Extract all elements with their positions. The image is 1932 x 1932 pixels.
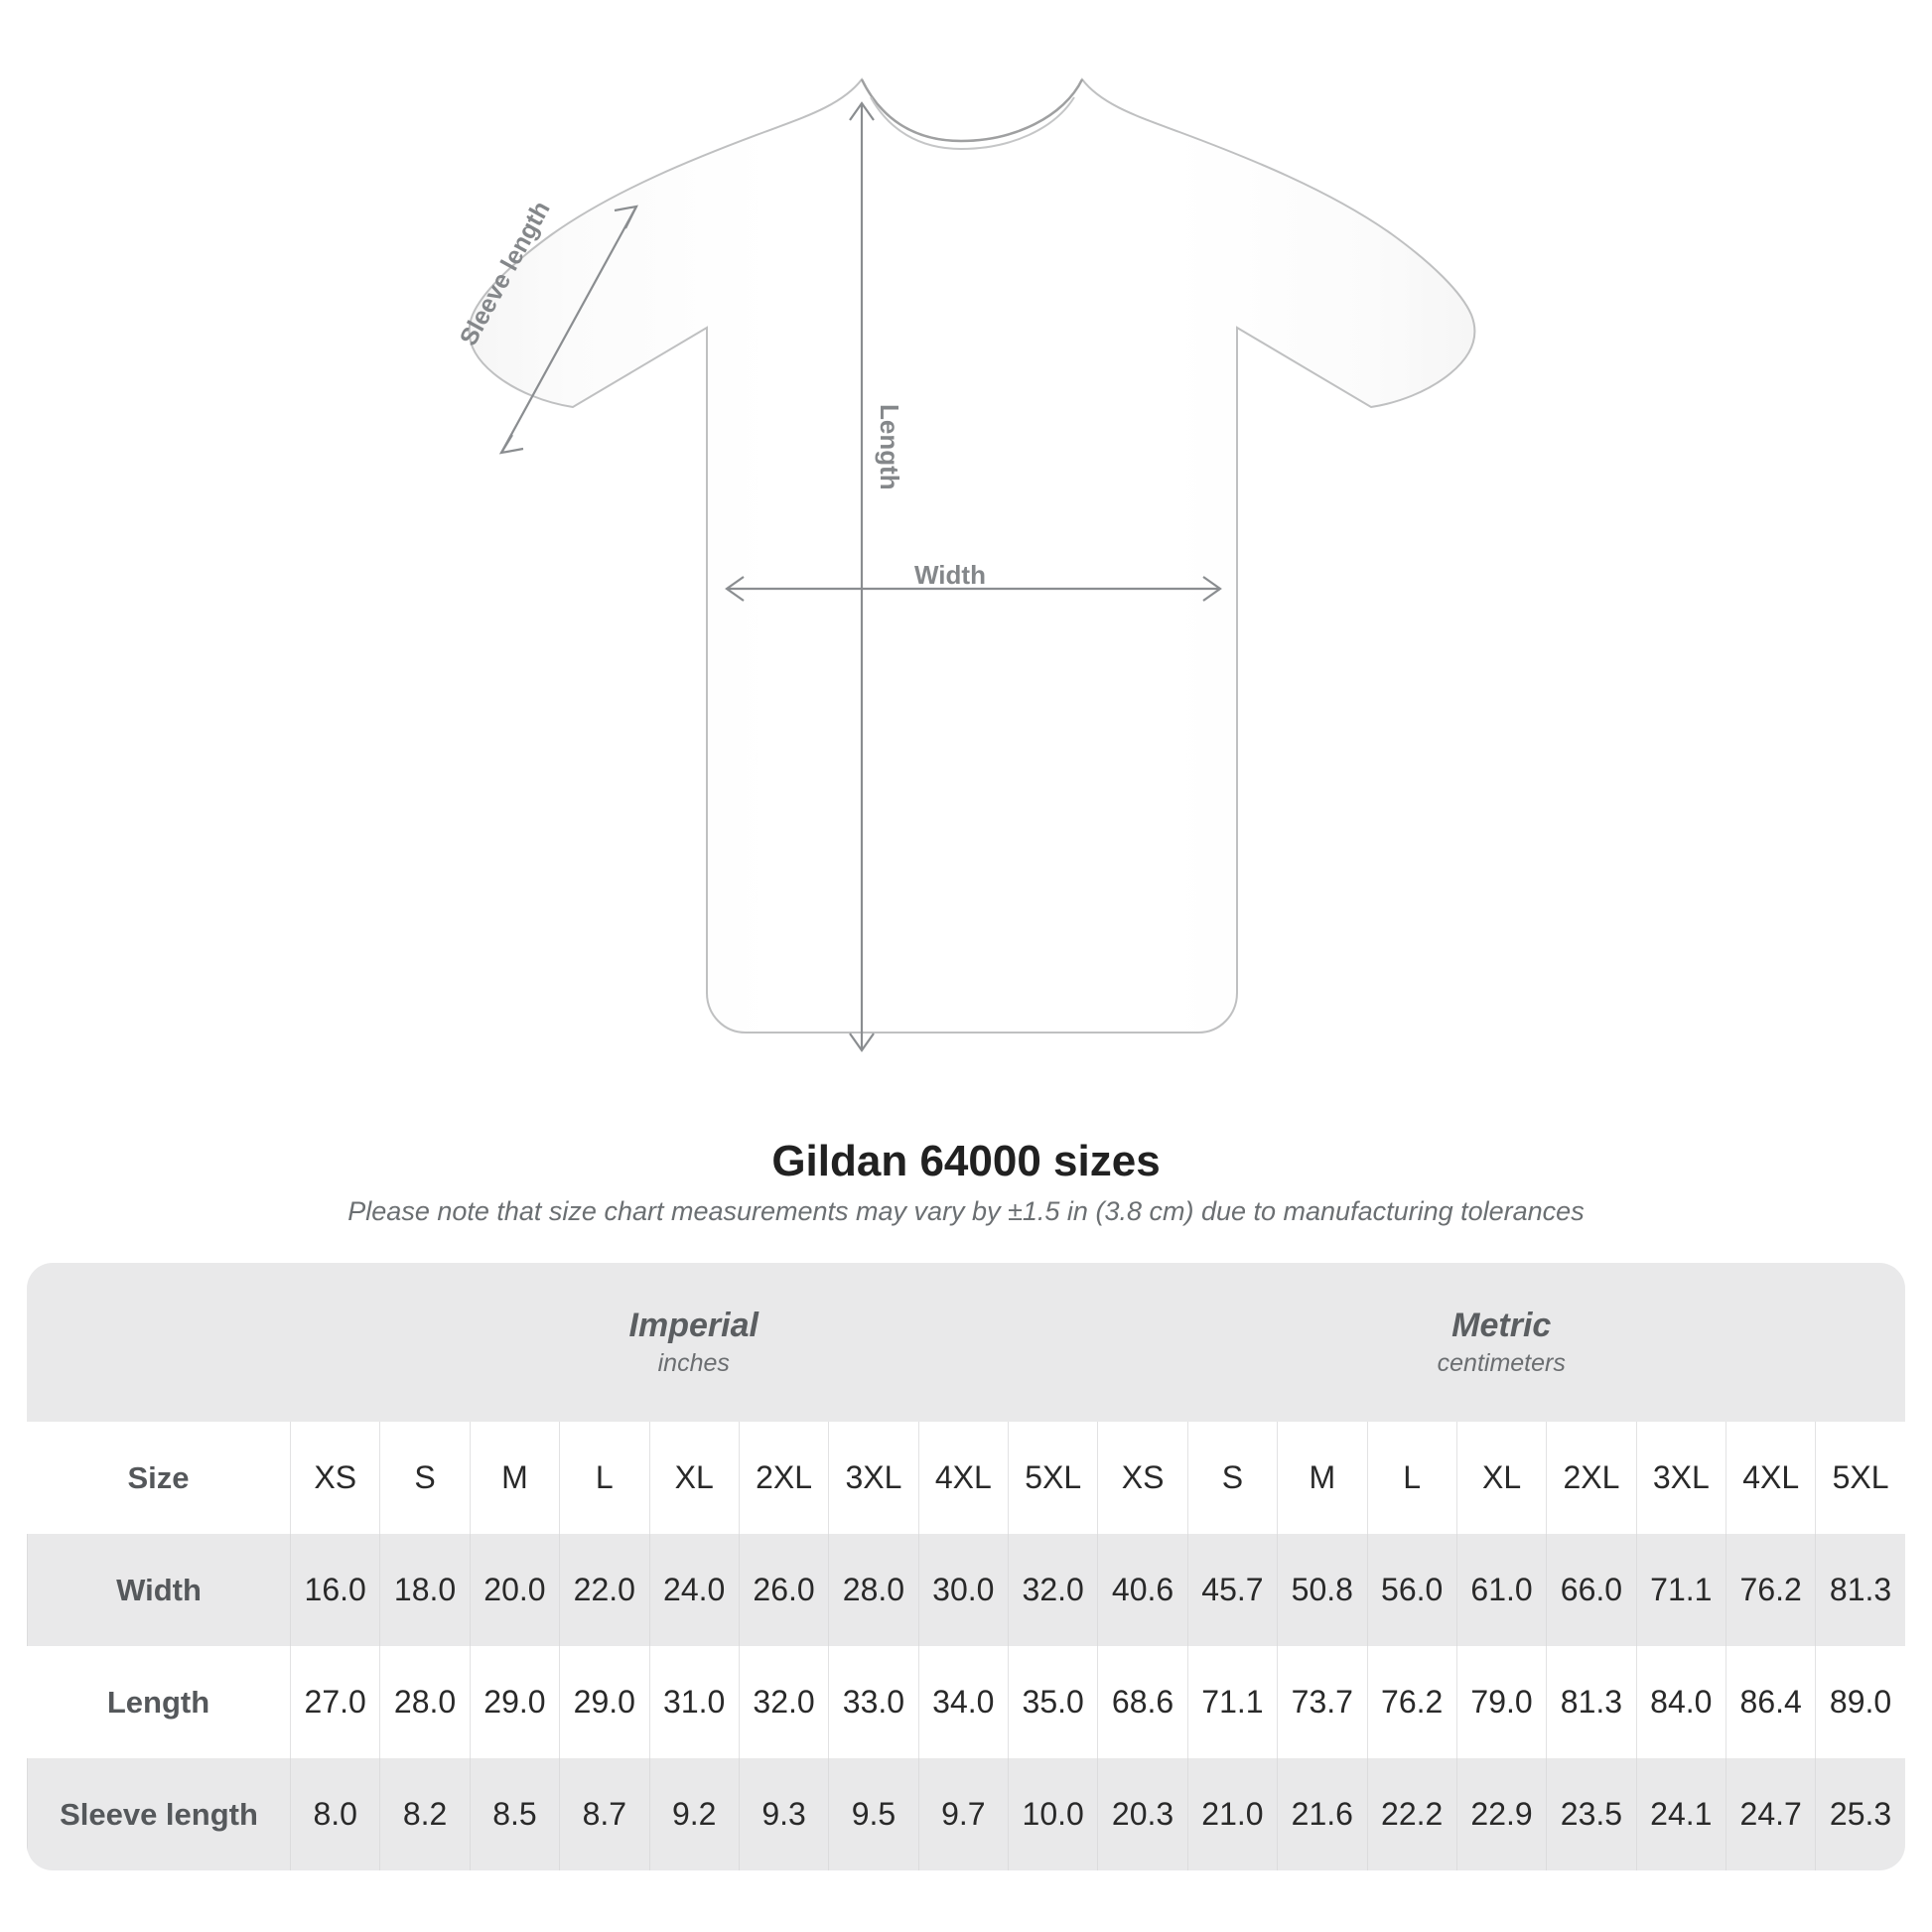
svg-text:Width: Width (914, 560, 986, 590)
svg-text:Length: Length (875, 404, 904, 490)
